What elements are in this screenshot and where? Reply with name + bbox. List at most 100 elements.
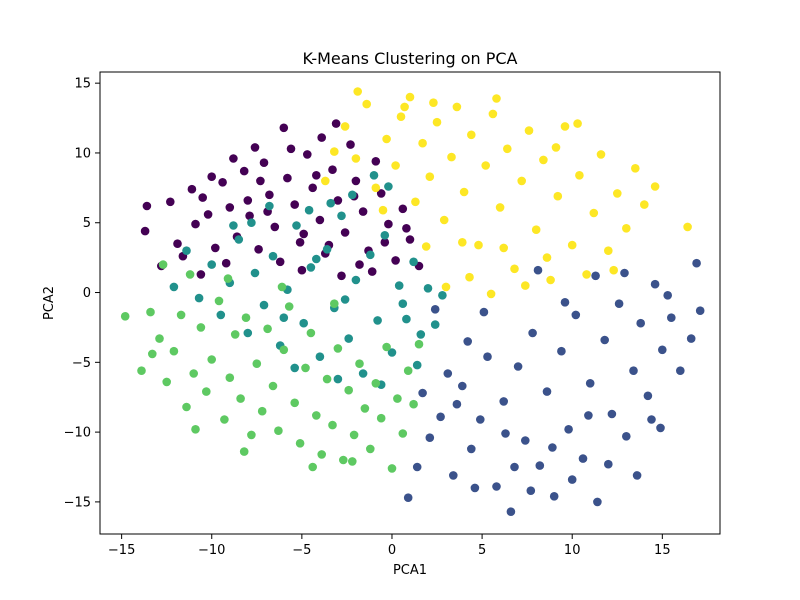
scatter-point bbox=[393, 394, 402, 403]
scatter-point bbox=[162, 377, 171, 387]
scatter-point bbox=[394, 281, 404, 290]
scatter-point bbox=[284, 302, 294, 311]
scatter-point bbox=[250, 268, 260, 278]
scatter-point bbox=[409, 399, 418, 409]
scatter-point bbox=[546, 275, 555, 285]
scatter-point bbox=[317, 133, 327, 142]
scatter-point bbox=[292, 221, 301, 230]
scatter-point bbox=[196, 270, 206, 279]
scatter-point bbox=[155, 334, 164, 343]
scatter-point bbox=[225, 203, 235, 212]
scatter-point bbox=[396, 112, 406, 121]
scatter-point bbox=[337, 271, 346, 281]
scatter-point bbox=[263, 324, 272, 334]
y-axis-label: PCA2 bbox=[42, 286, 57, 320]
scatter-point bbox=[398, 204, 408, 214]
scatter-point bbox=[376, 413, 386, 423]
scatter-point bbox=[535, 461, 545, 470]
scatter-point bbox=[290, 398, 300, 408]
scatter-point bbox=[391, 256, 400, 265]
scatter-point bbox=[549, 492, 559, 501]
scatter-point bbox=[658, 345, 667, 355]
scatter-point bbox=[531, 225, 541, 234]
scatter-point bbox=[340, 122, 350, 131]
scatter-point bbox=[465, 272, 474, 282]
scatter-point bbox=[548, 443, 557, 452]
scatter-point bbox=[196, 323, 206, 332]
scatter-point bbox=[360, 404, 370, 413]
x-tick-label: −15 bbox=[108, 543, 135, 558]
scatter-point bbox=[418, 388, 427, 398]
scatter-point bbox=[686, 334, 696, 343]
scatter-point bbox=[382, 342, 391, 352]
scatter-point bbox=[416, 330, 426, 339]
scatter-point bbox=[441, 282, 451, 292]
scatter-point bbox=[423, 284, 433, 293]
data-points bbox=[120, 87, 705, 516]
scatter-point bbox=[564, 425, 573, 434]
scatter-point bbox=[553, 191, 563, 201]
scatter-point bbox=[492, 482, 501, 491]
scatter-point bbox=[254, 245, 263, 254]
scatter-point bbox=[560, 298, 570, 307]
scatter-point bbox=[333, 374, 343, 384]
scatter-point bbox=[607, 409, 617, 419]
scatter-point bbox=[355, 260, 364, 269]
scatter-point bbox=[476, 415, 485, 424]
y-tick-label: −15 bbox=[64, 495, 91, 510]
scatter-point bbox=[458, 381, 467, 391]
scatter-point bbox=[528, 328, 537, 338]
scatter-point bbox=[353, 87, 363, 96]
scatter-point bbox=[692, 258, 701, 268]
scatter-point bbox=[647, 415, 656, 424]
scatter-point bbox=[275, 257, 285, 267]
scatter-point bbox=[182, 402, 191, 412]
scatter-point bbox=[387, 348, 397, 357]
scatter-point bbox=[191, 219, 200, 229]
scatter-point bbox=[340, 295, 350, 304]
scatter-point bbox=[315, 352, 325, 362]
scatter-point bbox=[330, 147, 339, 156]
scatter-point bbox=[241, 313, 251, 323]
scatter-point bbox=[575, 171, 584, 180]
scatter-point bbox=[182, 246, 191, 255]
scatter-point bbox=[474, 240, 483, 250]
scatter-point bbox=[312, 254, 321, 264]
scatter-point bbox=[312, 411, 321, 420]
scatter-point bbox=[295, 439, 305, 448]
x-tick-label: −5 bbox=[292, 543, 311, 558]
scatter-point bbox=[403, 366, 413, 376]
scatter-point bbox=[636, 318, 645, 328]
scatter-point bbox=[202, 387, 211, 396]
scatter-point bbox=[279, 123, 289, 133]
scatter-point bbox=[593, 497, 602, 507]
scatter-point bbox=[533, 265, 543, 275]
scatter-point bbox=[488, 109, 498, 119]
scatter-point bbox=[229, 221, 238, 230]
scatter-point bbox=[283, 173, 292, 183]
scatter-point bbox=[328, 420, 337, 430]
scatter-point bbox=[596, 150, 606, 159]
x-tick-label: 10 bbox=[564, 543, 581, 558]
scatter-point bbox=[452, 399, 462, 409]
scatter-point bbox=[173, 239, 182, 248]
scatter-point bbox=[158, 260, 168, 269]
scatter-point bbox=[430, 320, 440, 329]
scatter-point bbox=[405, 92, 415, 102]
scatter-point bbox=[169, 282, 179, 292]
scatter-point bbox=[589, 208, 599, 218]
scatter-point bbox=[176, 310, 186, 320]
scatter-point bbox=[306, 263, 316, 272]
scatter-point bbox=[328, 165, 337, 174]
scatter-point bbox=[247, 430, 256, 440]
scatter-point bbox=[414, 339, 424, 349]
scatter-point bbox=[299, 318, 309, 328]
y-tick-label: 10 bbox=[74, 146, 91, 161]
scatter-point bbox=[259, 158, 269, 167]
scatter-point bbox=[166, 197, 175, 207]
scatter-point bbox=[331, 119, 341, 128]
scatter-point bbox=[429, 98, 438, 107]
scatter-point bbox=[526, 486, 536, 496]
scatter-point bbox=[321, 176, 330, 186]
